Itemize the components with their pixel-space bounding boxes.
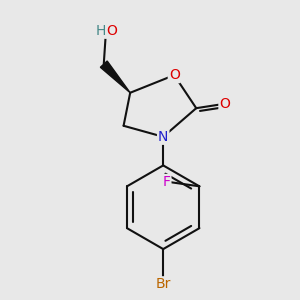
Text: O: O [219, 97, 230, 111]
Text: O: O [106, 24, 117, 38]
Text: O: O [169, 68, 180, 82]
Polygon shape [100, 61, 130, 93]
Text: F: F [162, 175, 170, 189]
Text: H: H [96, 24, 106, 38]
Text: Br: Br [155, 277, 171, 291]
Text: N: N [158, 130, 168, 144]
